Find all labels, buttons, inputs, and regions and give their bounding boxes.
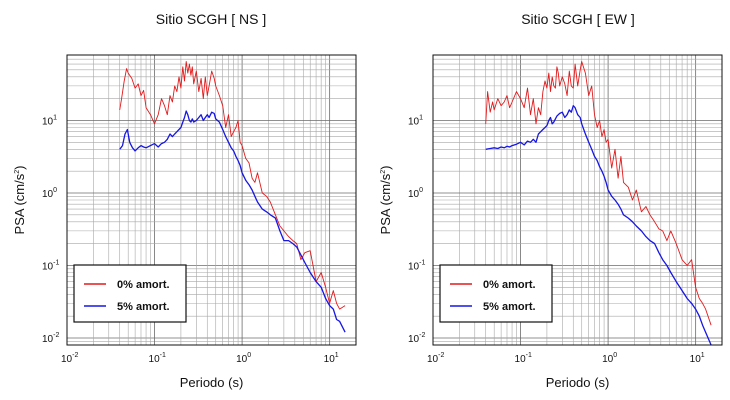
- series-line-0pct-amort: [119, 61, 346, 310]
- y-tick-label: 101: [408, 114, 423, 127]
- y-axis-label: PSA (cm/s2): [12, 166, 27, 235]
- y-tick-label: 10-1: [42, 259, 59, 272]
- y-tick-label: 100: [408, 187, 423, 200]
- legend-box: [73, 264, 187, 323]
- x-axis-label: Periodo (s): [180, 375, 244, 390]
- x-axis-label: Periodo (s): [546, 375, 610, 390]
- legend-label-5pct: 5% amort.: [483, 301, 536, 313]
- legend-label-5pct: 5% amort.: [117, 301, 170, 313]
- y-tick-label: 10-2: [408, 332, 425, 345]
- plot-frame: [66, 54, 357, 346]
- x-tick-label: 10-1: [149, 352, 166, 365]
- chart-title: Sitio SCGH [ EW ]: [521, 11, 635, 27]
- x-tick-label: 100: [602, 352, 617, 365]
- x-tick-labels: 10-2 10-1 100 101: [61, 352, 339, 365]
- legend: 0% amort. 5% amort.: [439, 264, 553, 323]
- chart-panel-ew: Sitio SCGH [ EW ] 10-2 10-1 100 101 10-2…: [378, 11, 723, 390]
- y-tick-label: 100: [42, 187, 57, 200]
- series-line-5pct-amort: [119, 110, 346, 333]
- y-tick-label: 10-2: [42, 332, 59, 345]
- series-line-5pct-amort: [485, 105, 712, 346]
- series-layer: [485, 61, 712, 346]
- x-tick-label: 10-1: [515, 352, 532, 365]
- legend-label-0pct: 0% amort.: [117, 279, 170, 291]
- chart-panel-ns: Sitio SCGH [ NS ] 10-2 10-1 100 101 10-2…: [12, 11, 357, 390]
- x-tick-label: 10-2: [61, 352, 78, 365]
- x-tick-label: 10-2: [427, 352, 444, 365]
- x-tick-label: 101: [324, 352, 339, 365]
- plot-frame: [432, 54, 723, 346]
- chart-title: Sitio SCGH [ NS ]: [156, 11, 266, 27]
- x-tick-labels: 10-2 10-1 100 101: [427, 352, 705, 365]
- series-layer: [119, 61, 346, 333]
- series-line-0pct-amort: [485, 61, 712, 326]
- y-tick-label: 10-1: [408, 259, 425, 272]
- legend: 0% amort. 5% amort.: [73, 264, 187, 323]
- legend-label-0pct: 0% amort.: [483, 279, 536, 291]
- y-tick-label: 101: [42, 114, 57, 127]
- y-tick-labels: 10-2 10-1 100 101: [42, 114, 59, 345]
- x-tick-label: 100: [236, 352, 251, 365]
- legend-box: [439, 264, 553, 323]
- x-tick-label: 101: [690, 352, 705, 365]
- y-tick-labels: 10-2 10-1 100 101: [408, 114, 425, 345]
- y-axis-label: PSA (cm/s2): [378, 166, 393, 235]
